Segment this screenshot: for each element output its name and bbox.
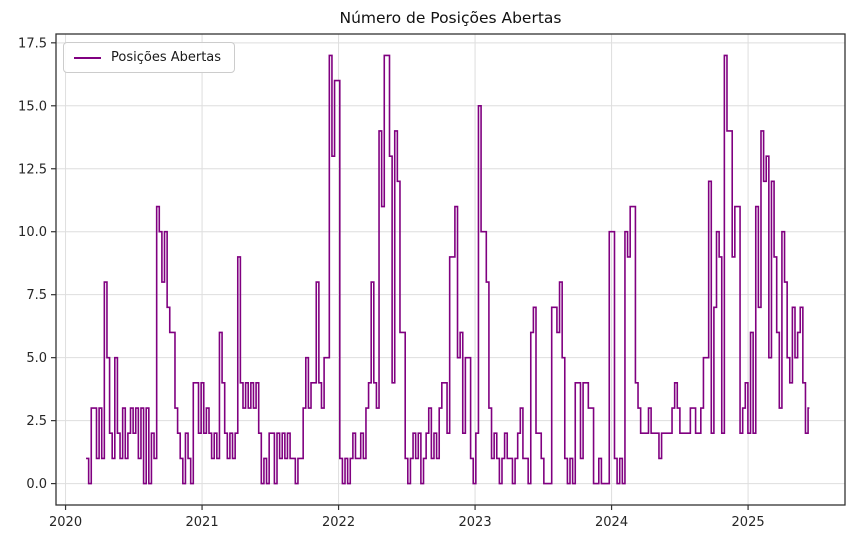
- y-tick-label: 5.0: [26, 351, 47, 366]
- chart-title: Número de Posições Abertas: [339, 9, 562, 27]
- y-tick-label: 10.0: [18, 225, 47, 240]
- y-tick-label: 17.5: [18, 36, 47, 51]
- legend-line-swatch: [74, 56, 101, 59]
- y-tick-label: 15.0: [18, 99, 47, 114]
- y-tick-label: 7.5: [26, 288, 47, 303]
- x-tick-label: 2024: [595, 515, 628, 530]
- axes-spines: [55, 33, 846, 506]
- x-tick-label: 2023: [459, 515, 492, 530]
- x-tick-label: 2020: [49, 515, 82, 530]
- x-tick-label: 2025: [732, 515, 765, 530]
- y-tick-label: 2.5: [26, 414, 47, 429]
- x-tick-label: 2022: [322, 515, 355, 530]
- y-tick-label: 0.0: [26, 477, 47, 492]
- y-tick-label: 12.5: [18, 162, 47, 177]
- legend: Posições Abertas: [63, 42, 236, 73]
- series-line: [86, 54, 810, 485]
- x-tick-label: 2021: [186, 515, 219, 530]
- legend-label: Posições Abertas: [111, 50, 222, 65]
